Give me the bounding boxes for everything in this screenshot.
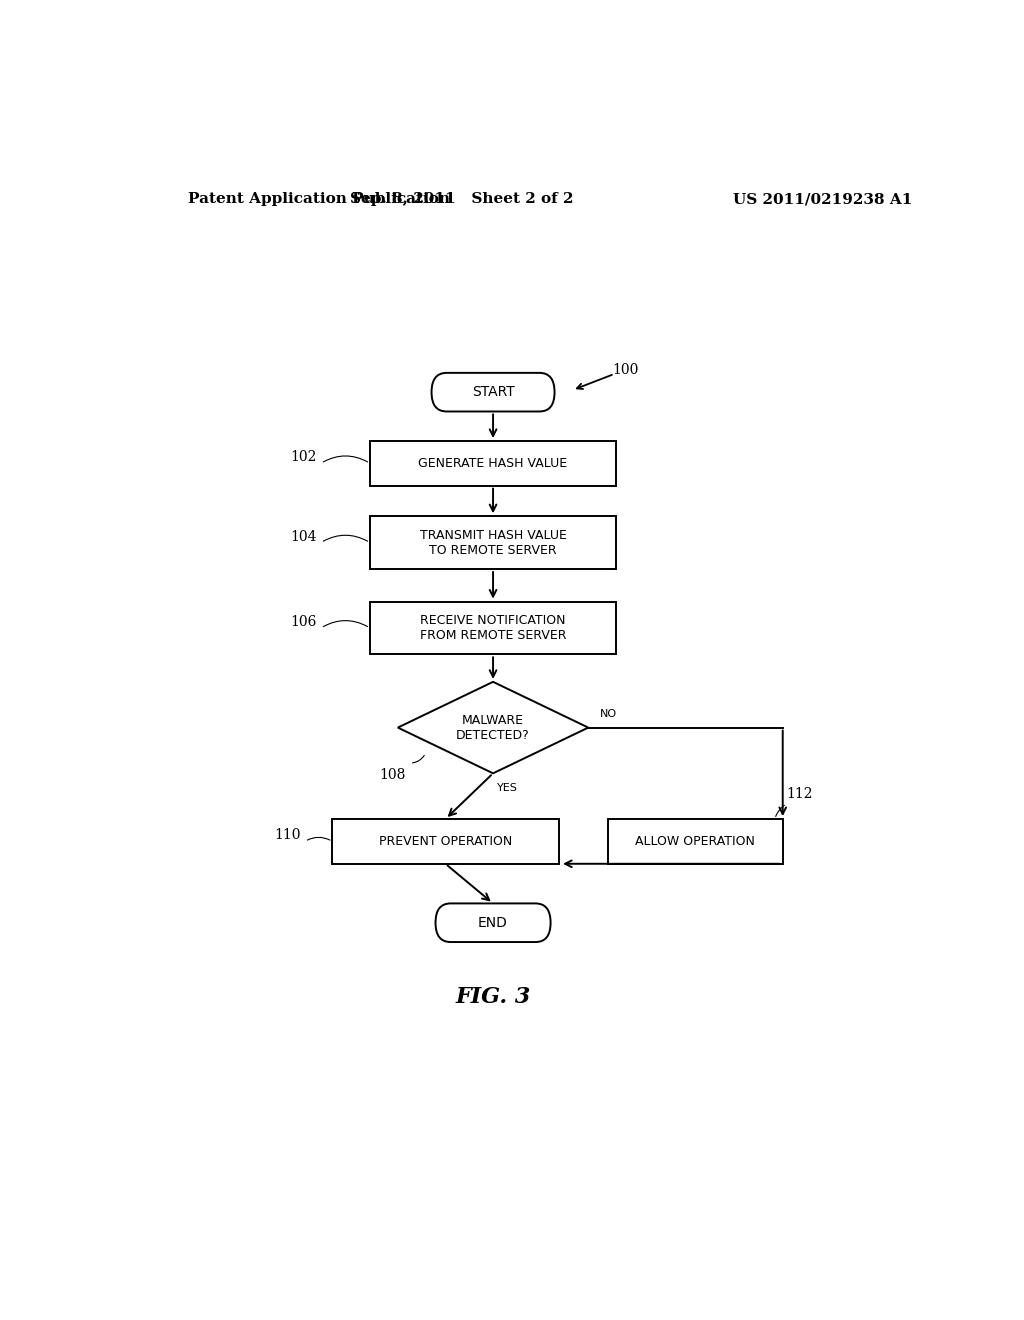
Text: 106: 106 — [291, 615, 316, 628]
Text: GENERATE HASH VALUE: GENERATE HASH VALUE — [419, 457, 567, 470]
Text: ALLOW OPERATION: ALLOW OPERATION — [636, 836, 756, 847]
Bar — [333, 818, 558, 863]
Text: FIG. 3: FIG. 3 — [456, 986, 530, 1008]
Text: US 2011/0219238 A1: US 2011/0219238 A1 — [733, 191, 912, 206]
Bar — [370, 516, 616, 569]
Text: START: START — [472, 385, 514, 399]
Text: RECEIVE NOTIFICATION
FROM REMOTE SERVER: RECEIVE NOTIFICATION FROM REMOTE SERVER — [420, 614, 566, 642]
Text: Sep. 8, 2011   Sheet 2 of 2: Sep. 8, 2011 Sheet 2 of 2 — [349, 191, 573, 206]
FancyBboxPatch shape — [435, 903, 551, 942]
Text: MALWARE
DETECTED?: MALWARE DETECTED? — [456, 714, 530, 742]
Bar — [370, 602, 616, 655]
Text: 100: 100 — [612, 363, 639, 376]
Polygon shape — [397, 682, 588, 774]
Bar — [608, 818, 782, 863]
Text: END: END — [478, 916, 508, 929]
FancyBboxPatch shape — [431, 372, 555, 412]
Text: YES: YES — [497, 784, 518, 793]
Text: 110: 110 — [274, 829, 301, 842]
Text: Patent Application Publication: Patent Application Publication — [187, 191, 450, 206]
Text: TRANSMIT HASH VALUE
TO REMOTE SERVER: TRANSMIT HASH VALUE TO REMOTE SERVER — [420, 528, 566, 557]
Text: 102: 102 — [291, 450, 316, 465]
Bar — [370, 441, 616, 486]
Text: 104: 104 — [291, 529, 316, 544]
Text: 108: 108 — [379, 768, 406, 783]
Text: NO: NO — [600, 709, 617, 719]
Text: PREVENT OPERATION: PREVENT OPERATION — [379, 836, 512, 847]
Text: 112: 112 — [786, 787, 813, 801]
